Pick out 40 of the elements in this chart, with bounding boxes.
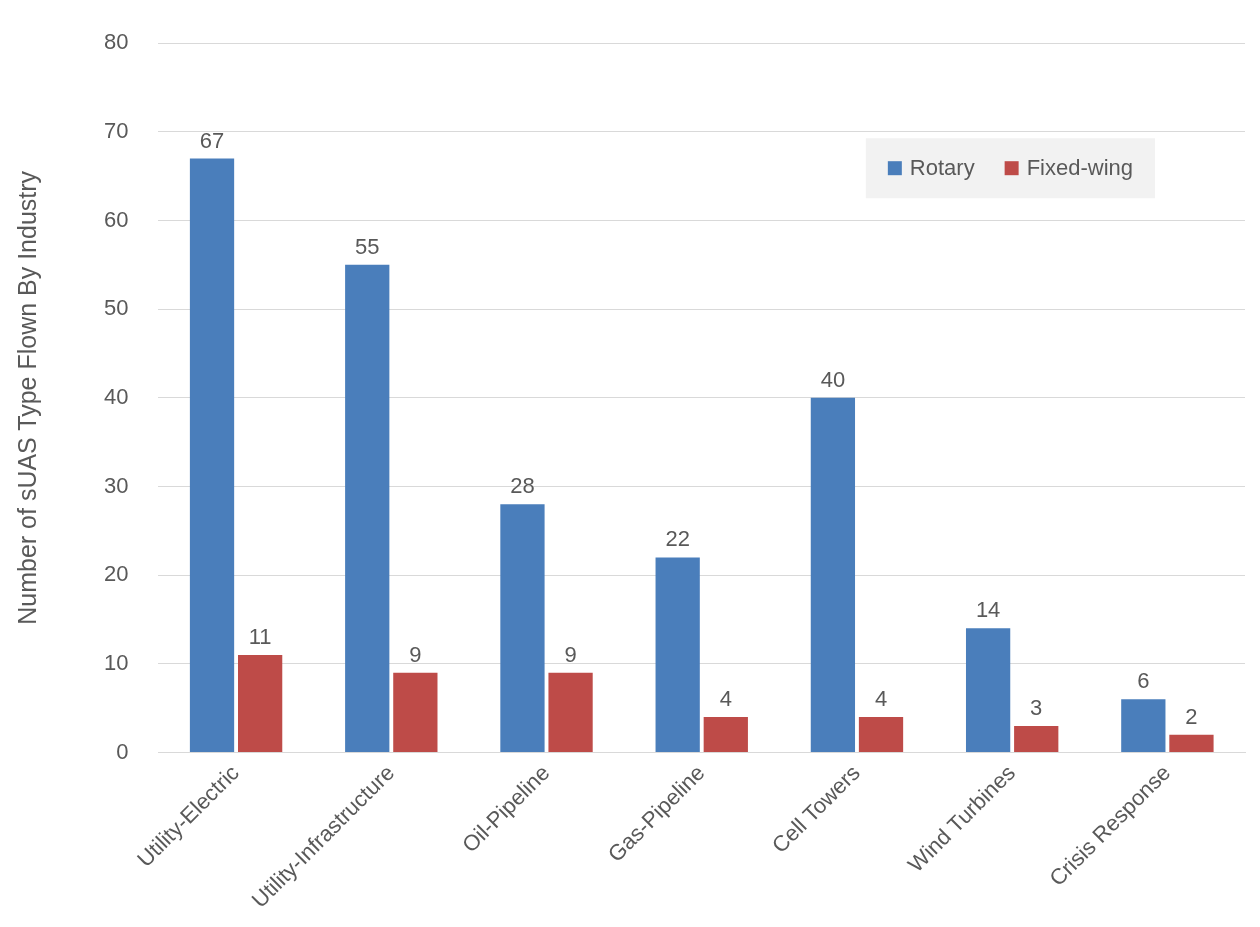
y-tick-label: 60	[103, 206, 129, 232]
bar	[548, 672, 593, 752]
data-label: 9	[564, 641, 577, 667]
y-tick-label: 0	[116, 738, 129, 764]
data-label: 4	[719, 686, 732, 712]
bar	[189, 158, 235, 752]
y-tick-label: 40	[103, 383, 129, 409]
data-label: 4	[874, 686, 888, 712]
y-tick-label: 10	[103, 649, 129, 675]
bar	[500, 504, 545, 752]
legend-label: Rotary	[909, 155, 975, 181]
bar	[1121, 699, 1166, 752]
legend-label: Fixed-wing	[1026, 155, 1134, 181]
data-label: 2	[1185, 703, 1198, 729]
bar	[345, 264, 390, 752]
bar	[858, 717, 904, 752]
bar	[965, 628, 1011, 752]
bar	[655, 557, 700, 752]
data-label: 22	[665, 526, 690, 552]
y-tick-label: 50	[103, 295, 129, 321]
bar	[1169, 734, 1214, 752]
bar	[810, 397, 856, 752]
data-label: 28	[510, 473, 535, 499]
bar	[238, 654, 283, 752]
data-label: 6	[1137, 668, 1150, 694]
y-tick-label: 80	[103, 29, 129, 55]
data-label: 67	[199, 127, 225, 153]
data-label: 9	[409, 641, 422, 667]
data-label: 11	[248, 624, 272, 650]
data-label: 14	[975, 597, 1001, 623]
bar	[1014, 725, 1059, 752]
y-axis-title: Number of sUAS Type Flown By Industry	[12, 170, 41, 625]
y-tick-label: 70	[103, 117, 129, 143]
data-label: 3	[1030, 694, 1043, 720]
data-label: 55	[355, 233, 380, 259]
y-tick-label: 30	[103, 472, 129, 498]
bar	[393, 672, 438, 752]
bar	[703, 717, 748, 752]
y-tick-label: 20	[103, 561, 129, 587]
data-label: 40	[820, 366, 846, 392]
